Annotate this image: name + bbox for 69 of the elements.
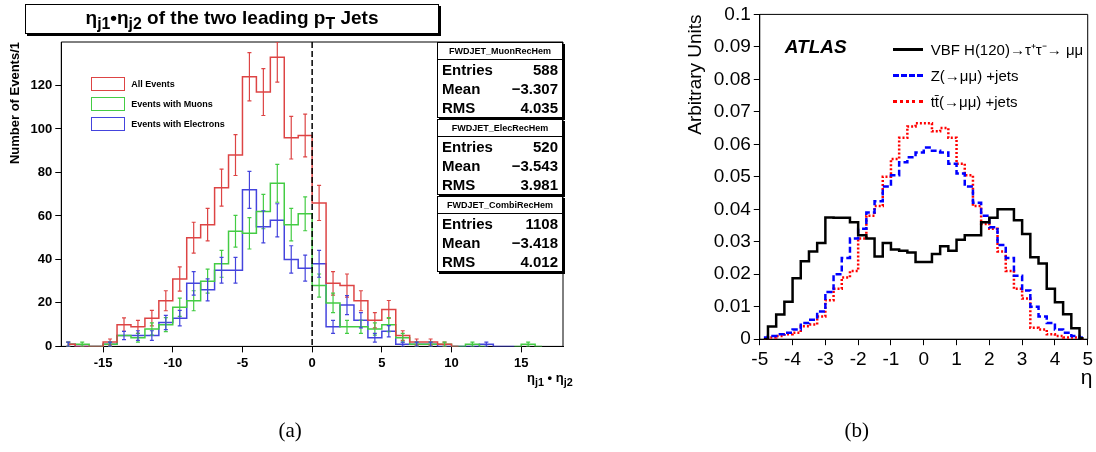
y-tick-label: 60 (37, 207, 53, 223)
annotation: 4.012 (520, 253, 558, 270)
annotation: FWDJET_CombiRecHem (438, 197, 562, 214)
x-tick-label: -15 (93, 354, 113, 370)
y-tick-label: 0.06 (713, 132, 751, 154)
annotation: ATLAS (784, 36, 847, 59)
y-tick-label: 40 (37, 251, 53, 267)
text: (b) (844, 418, 869, 443)
x-tick-label: -5 (236, 354, 249, 370)
y-tick-label: 0.01 (713, 294, 751, 316)
x-tick-label: 2 (984, 347, 995, 369)
x-tick-label: 10 (444, 354, 459, 370)
y-tick-label: 0 (45, 337, 53, 353)
y-tick-label: 100 (30, 120, 53, 136)
y-tick-label: 0 (740, 327, 751, 349)
x-tick-label: 0 (918, 347, 930, 369)
x-tick-label: -1 (882, 347, 900, 369)
y-tick-label: 0.1 (724, 2, 751, 24)
annotation: Mean (442, 157, 481, 174)
y-tick-label: 0.09 (713, 35, 751, 57)
annotation: RMS (442, 99, 476, 116)
y-tick-label: 0.02 (713, 262, 751, 284)
x-tick-label: -10 (163, 354, 183, 370)
y-axis-title: Number of Events/1 (7, 42, 23, 165)
y-tick-label: 0.05 (713, 165, 751, 187)
x-tick-label: 1 (951, 347, 962, 369)
annotation: Mean (442, 234, 481, 251)
annotation: −3.307 (511, 80, 558, 97)
annotation: 520 (532, 138, 558, 155)
y-tick-label: 0.04 (713, 197, 752, 219)
y-tick-label: 120 (30, 77, 53, 93)
legend-label: VBF H(120)→τ⁺τ⁻→ μμ (930, 40, 1084, 60)
legend-label: Events with Electrons (131, 119, 225, 129)
y-tick-label: 0.07 (713, 100, 751, 122)
text: (a) (278, 418, 302, 443)
annotation: Entries (442, 138, 493, 155)
x-tick-label: -4 (784, 347, 802, 369)
annotation: 588 (532, 61, 558, 78)
annotation: FWDJET_ElecRecHem (438, 120, 562, 137)
y-tick-label: 0.08 (713, 67, 751, 89)
chart-title: η$_{j1}$•η$_{j2}$ of the two leading p$_{T}$ Jets (25, 4, 439, 34)
x-tick-label: -3 (816, 347, 834, 369)
y-tick-label: 0.03 (713, 229, 751, 251)
y-axis-title: Arbitrary Units (683, 14, 705, 135)
x-tick-label: 5 (378, 354, 386, 370)
annotation: Mean (442, 80, 481, 97)
legend-label: tt̄(→μμ) +jets (930, 92, 1018, 110)
annotation: 3.981 (520, 176, 558, 193)
annotation: −3.418 (511, 234, 558, 251)
legend-label: Z(→μμ) +jets (930, 66, 1019, 84)
annotation: FWDJET_MuonRecHem (438, 43, 562, 60)
x-tick-label: 4 (1049, 347, 1061, 369)
annotation: −3.543 (511, 157, 558, 174)
x-tick-label: 3 (1016, 347, 1028, 369)
annotation: RMS (442, 253, 476, 270)
annotation: 4.035 (520, 99, 558, 116)
y-tick-label: 80 (37, 164, 53, 180)
x-tick-label: -5 (751, 347, 769, 369)
legend-label: All Events (131, 79, 175, 89)
annotation: 1108 (525, 215, 558, 232)
legend-label: Events with Muons (131, 99, 213, 109)
x-tick-label: 15 (513, 354, 529, 370)
annotation: Entries (442, 61, 493, 78)
x-tick-label: 0 (308, 354, 316, 370)
annotation: RMS (442, 176, 476, 193)
x-axis-title: η$_{j1}$ • η$_{j2}$ (527, 370, 573, 388)
x-tick-label: -2 (849, 347, 867, 369)
annotation: Entries (442, 215, 493, 232)
y-tick-label: 20 (37, 294, 53, 310)
